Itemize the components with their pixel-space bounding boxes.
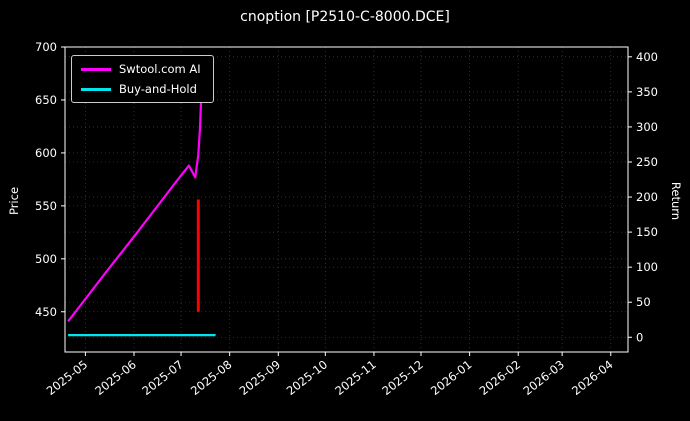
y-tick-label-right: 0: [636, 330, 643, 344]
legend-item-ai: Swtool.com AI: [81, 62, 201, 76]
x-tick-label: 2025-12: [379, 357, 425, 398]
y-tick-label-left: 550: [35, 199, 57, 213]
y-tick-label-left: 500: [35, 252, 57, 266]
x-tick-label: 2025-09: [237, 357, 283, 398]
y-tick-label-right: 350: [636, 85, 658, 99]
x-tick-label: 2025-05: [44, 357, 90, 398]
x-tick-label: 2025-08: [188, 357, 234, 398]
buyhold-line-swatch: [81, 87, 111, 91]
left-axis-label: Price: [7, 186, 21, 216]
legend-label-ai: Swtool.com AI: [119, 62, 201, 76]
y-tick-label-left: 600: [35, 146, 57, 160]
y-tick-label-right: 50: [636, 295, 651, 309]
x-tick-label: 2026-02: [477, 357, 523, 398]
legend: Swtool.com AI Buy-and-Hold: [71, 55, 214, 103]
chart-title: cnoption [P2510-C-8000.DCE]: [240, 9, 450, 25]
y-tick-label-right: 400: [636, 50, 658, 64]
x-tick-label: 2026-04: [569, 357, 615, 398]
y-tick-label-right: 200: [636, 190, 658, 204]
x-tick-label: 2026-01: [428, 357, 474, 398]
legend-item-buyhold: Buy-and-Hold: [81, 82, 201, 96]
y-tick-label-right: 300: [636, 120, 658, 134]
y-tick-label-right: 100: [636, 260, 658, 274]
x-tick-label: 2025-07: [139, 357, 185, 398]
y-tick-label-right: 150: [636, 225, 658, 239]
legend-label-buyhold: Buy-and-Hold: [119, 82, 197, 96]
y-tick-label-left: 650: [35, 93, 57, 107]
x-tick-label: 2025-10: [284, 357, 330, 398]
x-tick-label: 2026-03: [520, 357, 566, 398]
x-tick-label: 2025-06: [92, 357, 138, 398]
y-tick-label-right: 250: [636, 155, 658, 169]
y-tick-label-left: 700: [35, 40, 57, 54]
x-tick-label: 2025-11: [332, 357, 378, 398]
y-tick-label-left: 450: [35, 305, 57, 319]
series-line-swtool-com-ai: [67, 91, 206, 322]
ai-line-swatch: [81, 67, 111, 71]
plot-border: [64, 46, 629, 353]
right-axis-label: Return: [669, 181, 683, 221]
